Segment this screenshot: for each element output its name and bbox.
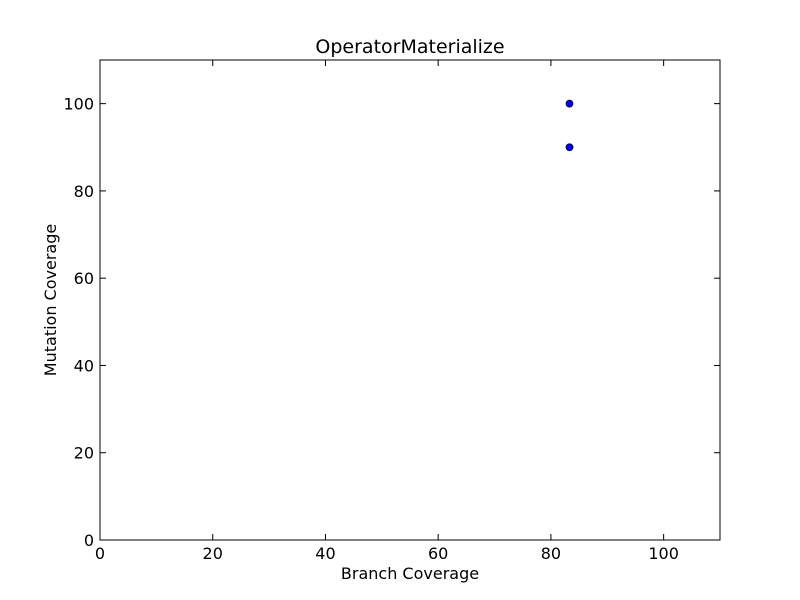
y-tick-label: 100 [63,95,94,114]
y-tick-label: 60 [74,269,94,288]
y-axis-label: Mutation Coverage [41,224,60,376]
chart-title: OperatorMaterialize [315,36,504,58]
x-axis-label: Branch Coverage [341,564,479,583]
x-tick-label: 0 [95,544,105,563]
plot-area [99,59,721,541]
y-axis-ticks: 0 20 40 60 80 100 [63,95,720,550]
scatter-point [565,99,574,108]
x-tick-label: 80 [541,544,561,563]
x-axis-ticks: 0 20 40 60 80 100 [95,60,679,563]
x-tick-label: 40 [315,544,335,563]
x-tick-label: 100 [648,544,679,563]
y-tick-label: 0 [84,531,94,550]
x-tick-label: 20 [203,544,223,563]
y-tick-label: 40 [74,356,94,375]
y-tick-label: 20 [74,444,94,463]
scatter-point [565,143,574,152]
data-points [565,99,574,152]
x-tick-label: 60 [428,544,448,563]
y-tick-label: 80 [74,182,94,201]
